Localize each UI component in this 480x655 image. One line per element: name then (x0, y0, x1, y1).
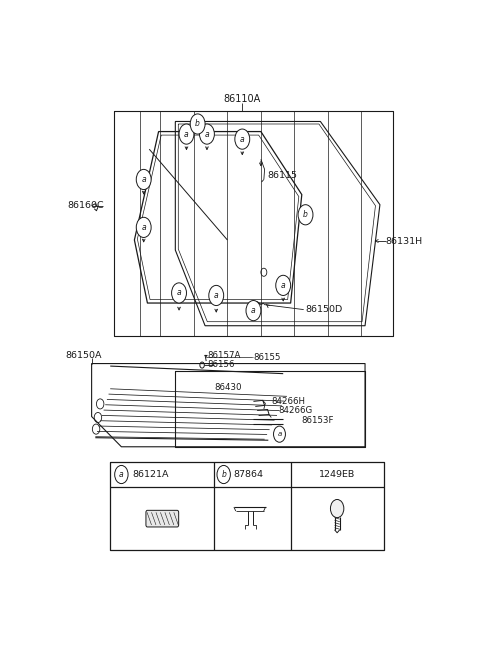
Circle shape (330, 500, 344, 517)
Text: 87864: 87864 (234, 470, 264, 479)
Text: 86160C: 86160C (67, 201, 104, 210)
Text: a: a (119, 470, 124, 479)
Circle shape (136, 217, 151, 238)
Text: 86150D: 86150D (305, 305, 343, 314)
Text: b: b (303, 210, 308, 219)
Circle shape (298, 204, 313, 225)
Text: a: a (277, 431, 282, 437)
Circle shape (172, 283, 186, 303)
Text: 86157A: 86157A (207, 352, 240, 360)
Text: 86156: 86156 (207, 360, 234, 369)
Text: 84266G: 84266G (279, 406, 313, 415)
Text: 1249EB: 1249EB (319, 470, 355, 479)
Circle shape (276, 275, 290, 295)
Text: a: a (240, 135, 245, 143)
Text: 86150A: 86150A (66, 352, 102, 360)
Text: a: a (184, 130, 189, 139)
Text: a: a (142, 223, 146, 232)
Text: a: a (142, 175, 146, 184)
Circle shape (274, 426, 286, 442)
Text: a: a (204, 130, 209, 139)
Circle shape (217, 466, 230, 483)
Text: 86153F: 86153F (301, 416, 334, 425)
Text: b: b (221, 470, 226, 479)
FancyBboxPatch shape (146, 510, 179, 527)
Text: 84266H: 84266H (271, 397, 305, 406)
Text: 86115: 86115 (267, 171, 297, 180)
Text: 86131H: 86131H (385, 236, 422, 246)
Text: a: a (281, 281, 286, 290)
Text: a: a (251, 306, 256, 315)
Circle shape (200, 124, 215, 144)
Text: a: a (214, 291, 218, 300)
Text: 86430: 86430 (215, 383, 242, 392)
Text: a: a (177, 288, 181, 297)
Text: 86121A: 86121A (132, 470, 169, 479)
Text: 86155: 86155 (253, 352, 281, 362)
Circle shape (209, 286, 224, 305)
Circle shape (136, 170, 151, 189)
Circle shape (246, 301, 261, 321)
Circle shape (179, 124, 194, 144)
Text: 86110A: 86110A (224, 94, 261, 103)
Circle shape (190, 114, 205, 134)
Circle shape (115, 466, 128, 483)
Text: b: b (195, 119, 200, 128)
Circle shape (235, 129, 250, 149)
